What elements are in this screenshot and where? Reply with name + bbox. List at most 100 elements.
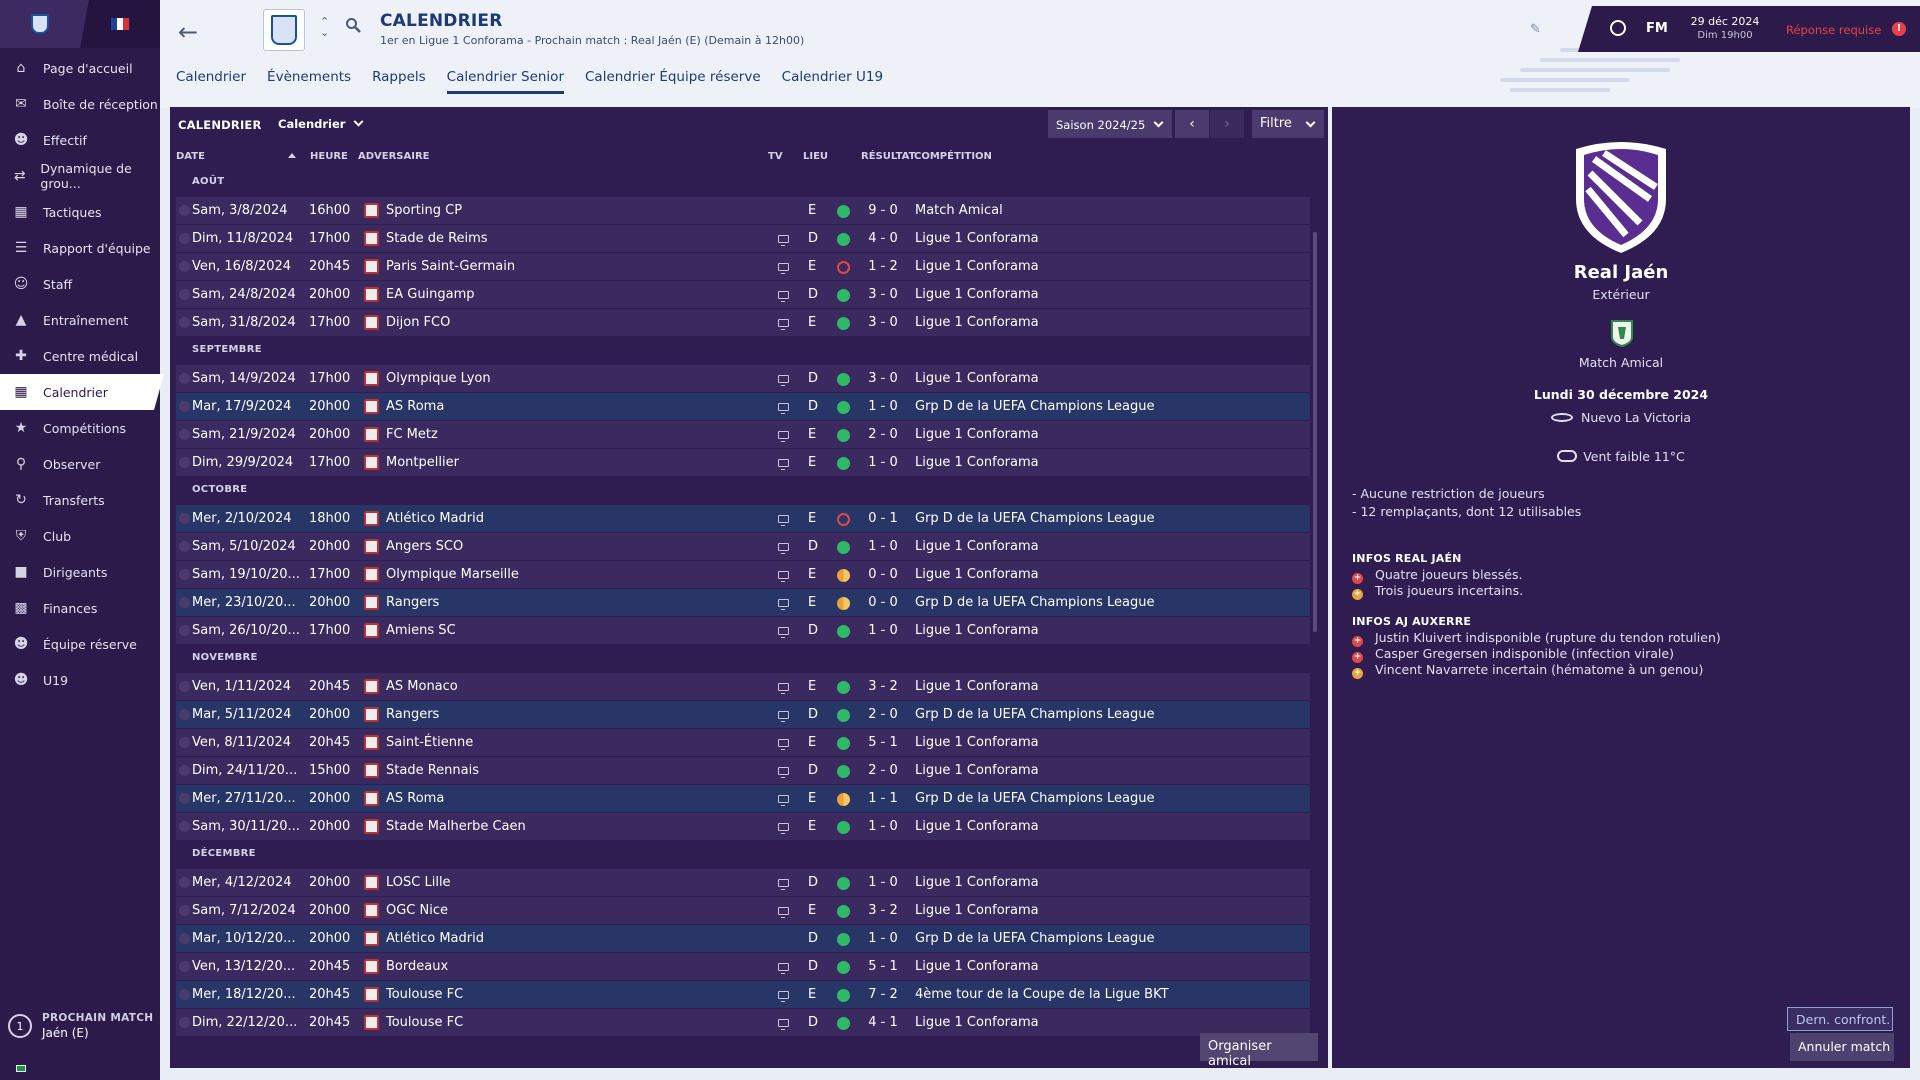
fixture-score[interactable]: 0 - 0	[868, 595, 898, 610]
fixture-opponent[interactable]: OGC Nice	[386, 903, 448, 918]
fixture-score[interactable]: 1 - 0	[868, 875, 898, 890]
info-item[interactable]: + Vincent Navarrete incertain (hématome à…	[1352, 662, 1703, 679]
table-row[interactable]: Ven, 1/11/2024 20h45 AS Monaco E 3 - 2 Ligue …	[176, 673, 1310, 701]
fixture-opponent[interactable]: Saint-Étienne	[386, 735, 474, 750]
tab-5[interactable]: Calendrier U19	[781, 69, 884, 85]
table-row[interactable]: Sam, 26/10/20... 17h00 Amiens SC D 1 - 0 Ligu…	[176, 617, 1310, 645]
info-item[interactable]: + Quatre joueurs blessés.	[1352, 567, 1522, 584]
table-row[interactable]: Sam, 5/10/2024 20h00 Angers SCO D 1 - 0 Ligue…	[176, 533, 1310, 561]
fixture-score[interactable]: 2 - 0	[868, 427, 898, 442]
table-row[interactable]: Sam, 21/9/2024 20h00 FC Metz E 2 - 0 Ligue 1 …	[176, 421, 1310, 449]
table-row[interactable]: Mar, 17/9/2024 20h00 AS Roma D 1 - 0 Grp D de…	[176, 393, 1310, 421]
tab-2[interactable]: Rappels	[372, 69, 426, 85]
fixture-competition[interactable]: Ligue 1 Conforama	[915, 875, 1039, 890]
real-jaen-crest-icon[interactable]	[1570, 139, 1672, 257]
table-row[interactable]: Mar, 5/11/2024 20h00 Rangers D 2 - 0 Grp D de…	[176, 701, 1310, 729]
sidebar-item-training[interactable]: ▲ Entraînement	[0, 302, 160, 338]
fixture-score[interactable]: 4 - 0	[868, 231, 898, 246]
fixture-score[interactable]: 2 - 0	[868, 707, 898, 722]
fixture-score[interactable]: 5 - 1	[868, 735, 898, 750]
table-row[interactable]: Dim, 22/12/20... 20h45 Toulouse FC D 4 - 1 Li…	[176, 1009, 1310, 1037]
sidebar-item-dynamics[interactable]: ⇄ Dynamique de grou...	[0, 158, 160, 194]
fixture-competition[interactable]: Ligue 1 Conforama	[915, 371, 1039, 386]
table-row[interactable]: Mer, 18/12/20... 20h45 Toulouse FC E 7 - 2 4è…	[176, 981, 1310, 1009]
organize-friendly-button[interactable]: Organiser amical	[1200, 1033, 1318, 1069]
table-row[interactable]: Mer, 4/12/2024 20h00 LOSC Lille D 1 - 0 Ligue…	[176, 869, 1310, 897]
fixture-opponent[interactable]: Stade Rennais	[386, 763, 479, 778]
opponent-name[interactable]: Real Jaén	[1573, 262, 1669, 283]
table-row[interactable]: Ven, 16/8/2024 20h45 Paris Saint-Germain E 1…	[176, 253, 1310, 281]
fixture-opponent[interactable]: Olympique Lyon	[386, 371, 491, 386]
fixture-score[interactable]: 3 - 0	[868, 315, 898, 330]
sidebar-item-u19[interactable]: ☻ U19	[0, 662, 160, 698]
fixture-competition[interactable]: Grp D de la UEFA Champions League	[915, 707, 1155, 722]
table-row[interactable]: Sam, 19/10/20... 17h00 Olympique Marseille…	[176, 561, 1310, 589]
fixture-competition[interactable]: Ligue 1 Conforama	[915, 567, 1039, 582]
sidebar-item-staff[interactable]: ☺ Staff	[0, 266, 160, 302]
info-item[interactable]: + Justin Kluivert indisponible (rupture d…	[1352, 630, 1721, 647]
team-crest[interactable]	[263, 9, 305, 51]
fixture-score[interactable]: 1 - 2	[868, 259, 898, 274]
table-row[interactable]: Mer, 2/10/2024 18h00 Atlético Madrid E 0 - 1…	[176, 505, 1310, 533]
sidebar-item-medical[interactable]: ✚ Centre médical	[0, 338, 160, 374]
col-competition[interactable]: COMPÉTITION	[914, 151, 992, 162]
fixture-competition[interactable]: Grp D de la UEFA Champions League	[915, 931, 1155, 946]
filter-dropdown[interactable]: Filtre	[1252, 110, 1324, 138]
fixture-score[interactable]: 1 - 0	[868, 819, 898, 834]
fm-logo[interactable]: FM	[1646, 21, 1668, 36]
edit-pencil-icon[interactable]: ✎	[1530, 22, 1541, 37]
search-icon[interactable]	[345, 17, 361, 33]
fixture-opponent[interactable]: LOSC Lille	[386, 875, 451, 890]
fixture-opponent[interactable]: Sporting CP	[386, 203, 463, 218]
fixture-opponent[interactable]: Olympique Marseille	[386, 567, 519, 582]
table-row[interactable]: Dim, 11/8/2024 17h00 Stade de Reims D 4 - 0 L…	[176, 225, 1310, 253]
tab-1[interactable]: Évènements	[267, 69, 352, 85]
sidebar-item-reserve[interactable]: ☻ Équipe réserve	[0, 626, 160, 662]
fixture-opponent[interactable]: Stade de Reims	[386, 231, 488, 246]
fixture-opponent[interactable]: AS Roma	[386, 399, 445, 414]
info-item[interactable]: + Trois joueurs incertains.	[1352, 583, 1523, 600]
fixture-score[interactable]: 4 - 1	[868, 1015, 898, 1030]
table-row[interactable]: Mer, 27/11/20... 20h00 AS Roma E 1 - 1 Grp D …	[176, 785, 1310, 813]
sidebar-item-tactics[interactable]: ▦ Tactiques	[0, 194, 160, 230]
col-tv[interactable]: TV	[768, 151, 783, 162]
back-arrow-icon[interactable]: ←	[178, 18, 199, 46]
fixture-score[interactable]: 1 - 0	[868, 399, 898, 414]
table-row[interactable]: Sam, 24/8/2024 20h00 EA Guingamp D 3 - 0 Ligu…	[176, 281, 1310, 309]
fixture-competition[interactable]: Ligue 1 Conforama	[915, 315, 1039, 330]
table-row[interactable]: Sam, 7/12/2024 20h00 OGC Nice E 3 - 2 Ligue 1…	[176, 897, 1310, 925]
info-item[interactable]: + Casper Gregersen indisponible (infectio…	[1352, 646, 1674, 663]
table-row[interactable]: Sam, 14/9/2024 17h00 Olympique Lyon D 3 - 0 L…	[176, 365, 1310, 393]
fixture-opponent[interactable]: Atlético Madrid	[386, 931, 484, 946]
table-row[interactable]: Ven, 8/11/2024 20h45 Saint-Étienne E 5 - 1 Li…	[176, 729, 1310, 757]
table-row[interactable]: Dim, 29/9/2024 17h00 Montpellier E 1 - 0 Ligu…	[176, 449, 1310, 477]
sidebar-item-board[interactable]: ■ Dirigeants	[0, 554, 160, 590]
fixture-score[interactable]: 1 - 1	[868, 791, 898, 806]
ball-icon[interactable]	[1610, 20, 1626, 36]
sidebar-item-trophy[interactable]: ★ Compétitions	[0, 410, 160, 446]
response-required-button[interactable]: Réponse requise	[1786, 23, 1882, 37]
fixture-competition[interactable]: Ligue 1 Conforama	[915, 735, 1039, 750]
fixture-opponent[interactable]: EA Guingamp	[386, 287, 475, 302]
fixture-opponent[interactable]: Stade Malherbe Caen	[386, 819, 526, 834]
fixture-score[interactable]: 2 - 0	[868, 763, 898, 778]
fixture-score[interactable]: 1 - 0	[868, 455, 898, 470]
fixture-opponent[interactable]: FC Metz	[386, 427, 438, 442]
fixture-opponent[interactable]: Toulouse FC	[386, 1015, 464, 1030]
table-row[interactable]: Sam, 30/11/20... 20h00 Stade Malherbe Caen…	[176, 813, 1310, 841]
fixture-competition[interactable]: Grp D de la UEFA Champions League	[915, 791, 1155, 806]
fixture-competition[interactable]: Grp D de la UEFA Champions League	[915, 399, 1155, 414]
fixture-opponent[interactable]: Angers SCO	[386, 539, 464, 554]
fixture-competition[interactable]: Ligue 1 Conforama	[915, 539, 1039, 554]
fixture-competition[interactable]: Ligue 1 Conforama	[915, 623, 1039, 638]
sidebar-item-club[interactable]: ⛨ Club	[0, 518, 160, 554]
fixture-opponent[interactable]: AS Monaco	[386, 679, 458, 694]
fixture-competition[interactable]: Ligue 1 Conforama	[915, 231, 1039, 246]
next-season-button[interactable]: ›	[1210, 110, 1244, 138]
col-opponent[interactable]: ADVERSAIRE	[358, 151, 430, 162]
fixture-score[interactable]: 0 - 1	[868, 511, 898, 526]
tab-4[interactable]: Calendrier Équipe réserve	[585, 69, 761, 85]
sidebar-item-inbox[interactable]: ✉ Boîte de réception	[0, 86, 160, 122]
fixture-competition[interactable]: Grp D de la UEFA Champions League	[915, 511, 1155, 526]
fixture-score[interactable]: 5 - 1	[868, 959, 898, 974]
